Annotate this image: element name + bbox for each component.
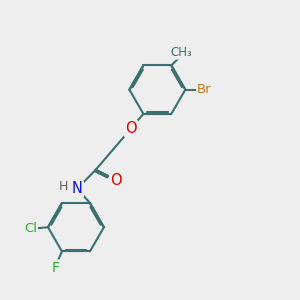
Text: O: O (125, 121, 137, 136)
Text: Cl: Cl (24, 222, 37, 235)
Text: N: N (72, 182, 83, 196)
Text: F: F (52, 261, 60, 274)
Text: H: H (58, 180, 68, 193)
Text: O: O (110, 172, 122, 188)
Text: Br: Br (197, 83, 212, 96)
Text: CH₃: CH₃ (171, 46, 193, 59)
